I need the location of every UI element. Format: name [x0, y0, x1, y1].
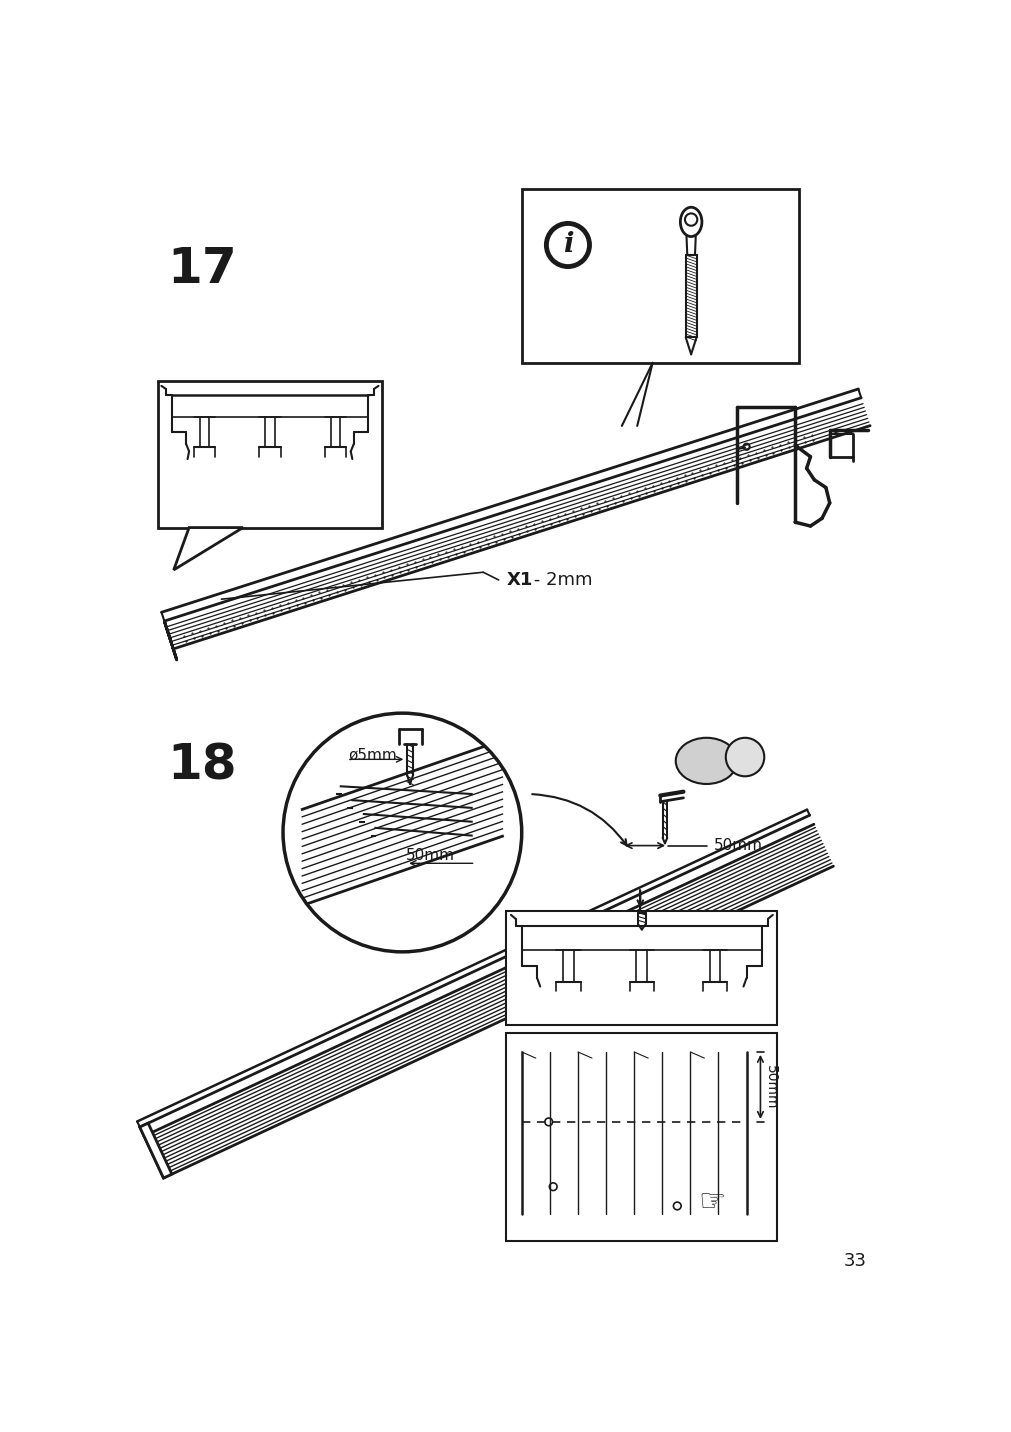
Text: - 2mm: - 2mm	[528, 571, 591, 589]
Circle shape	[283, 713, 522, 952]
Polygon shape	[140, 1123, 172, 1179]
Text: 50mm: 50mm	[405, 848, 455, 863]
Ellipse shape	[675, 737, 737, 783]
Text: 18: 18	[168, 742, 237, 789]
Text: 17: 17	[168, 245, 237, 294]
Circle shape	[725, 737, 763, 776]
Polygon shape	[158, 381, 381, 527]
Text: 33: 33	[843, 1253, 865, 1270]
Polygon shape	[685, 255, 696, 338]
Polygon shape	[174, 527, 243, 570]
Text: i: i	[562, 232, 572, 259]
Text: X1: X1	[506, 571, 532, 589]
Text: ☞: ☞	[698, 1187, 725, 1217]
Polygon shape	[506, 911, 776, 1025]
Ellipse shape	[679, 208, 702, 236]
Text: ø5mm: ø5mm	[348, 748, 397, 763]
Polygon shape	[164, 621, 177, 660]
Text: 50mm: 50mm	[762, 1064, 776, 1110]
Text: 50mm: 50mm	[714, 838, 762, 853]
Polygon shape	[506, 1032, 776, 1240]
